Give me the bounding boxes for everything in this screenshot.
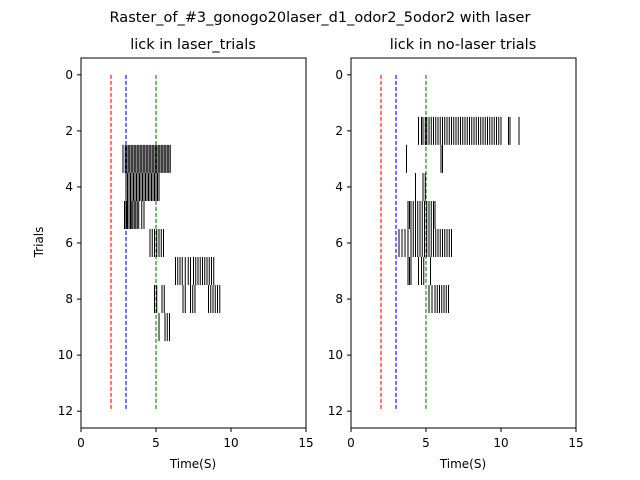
- laser-panel-xlabel: Time(S): [169, 457, 216, 471]
- y-tick-label: 2: [335, 124, 343, 138]
- x-tick-label: 5: [422, 436, 430, 450]
- y-tick-label: 6: [65, 236, 73, 250]
- x-tick-label: 10: [223, 436, 238, 450]
- y-tick-label: 2: [65, 124, 73, 138]
- x-tick-label: 15: [568, 436, 583, 450]
- x-tick-label: 0: [347, 436, 355, 450]
- plot-area: [81, 58, 306, 428]
- y-tick-label: 0: [65, 68, 73, 82]
- y-tick-label: 12: [58, 404, 73, 418]
- x-tick-label: 0: [77, 436, 85, 450]
- plot-area: [351, 58, 576, 428]
- y-tick-label: 10: [58, 348, 73, 362]
- laser-panel-title: lick in laser_trials: [130, 37, 256, 53]
- y-tick-label: 8: [335, 292, 343, 306]
- y-tick-label: 10: [328, 348, 343, 362]
- x-tick-label: 15: [298, 436, 313, 450]
- x-tick-label: 10: [493, 436, 508, 450]
- y-tick-label: 8: [65, 292, 73, 306]
- y-tick-label: 6: [335, 236, 343, 250]
- laser-trials-panel: lick in laser_trials Time(S) Trials 0 5 10…: [32, 37, 314, 471]
- no-laser-trials-panel: lick in no-laser trials Time(S) 0 5 10 15 0 2…: [328, 37, 584, 471]
- no-laser-panel-title: lick in no-laser trials: [390, 37, 537, 53]
- y-tick-label: 0: [335, 68, 343, 82]
- x-tick-label: 5: [152, 436, 160, 450]
- y-tick-label: 4: [65, 180, 73, 194]
- laser-panel-ylabel: Trials: [32, 227, 46, 259]
- y-tick-label: 4: [335, 180, 343, 194]
- y-tick-label: 12: [328, 404, 343, 418]
- figure-suptitle: Raster_of_#3_gonogo20laser_d1_odor2_5odo…: [110, 10, 531, 26]
- no-laser-panel-xlabel: Time(S): [439, 457, 486, 471]
